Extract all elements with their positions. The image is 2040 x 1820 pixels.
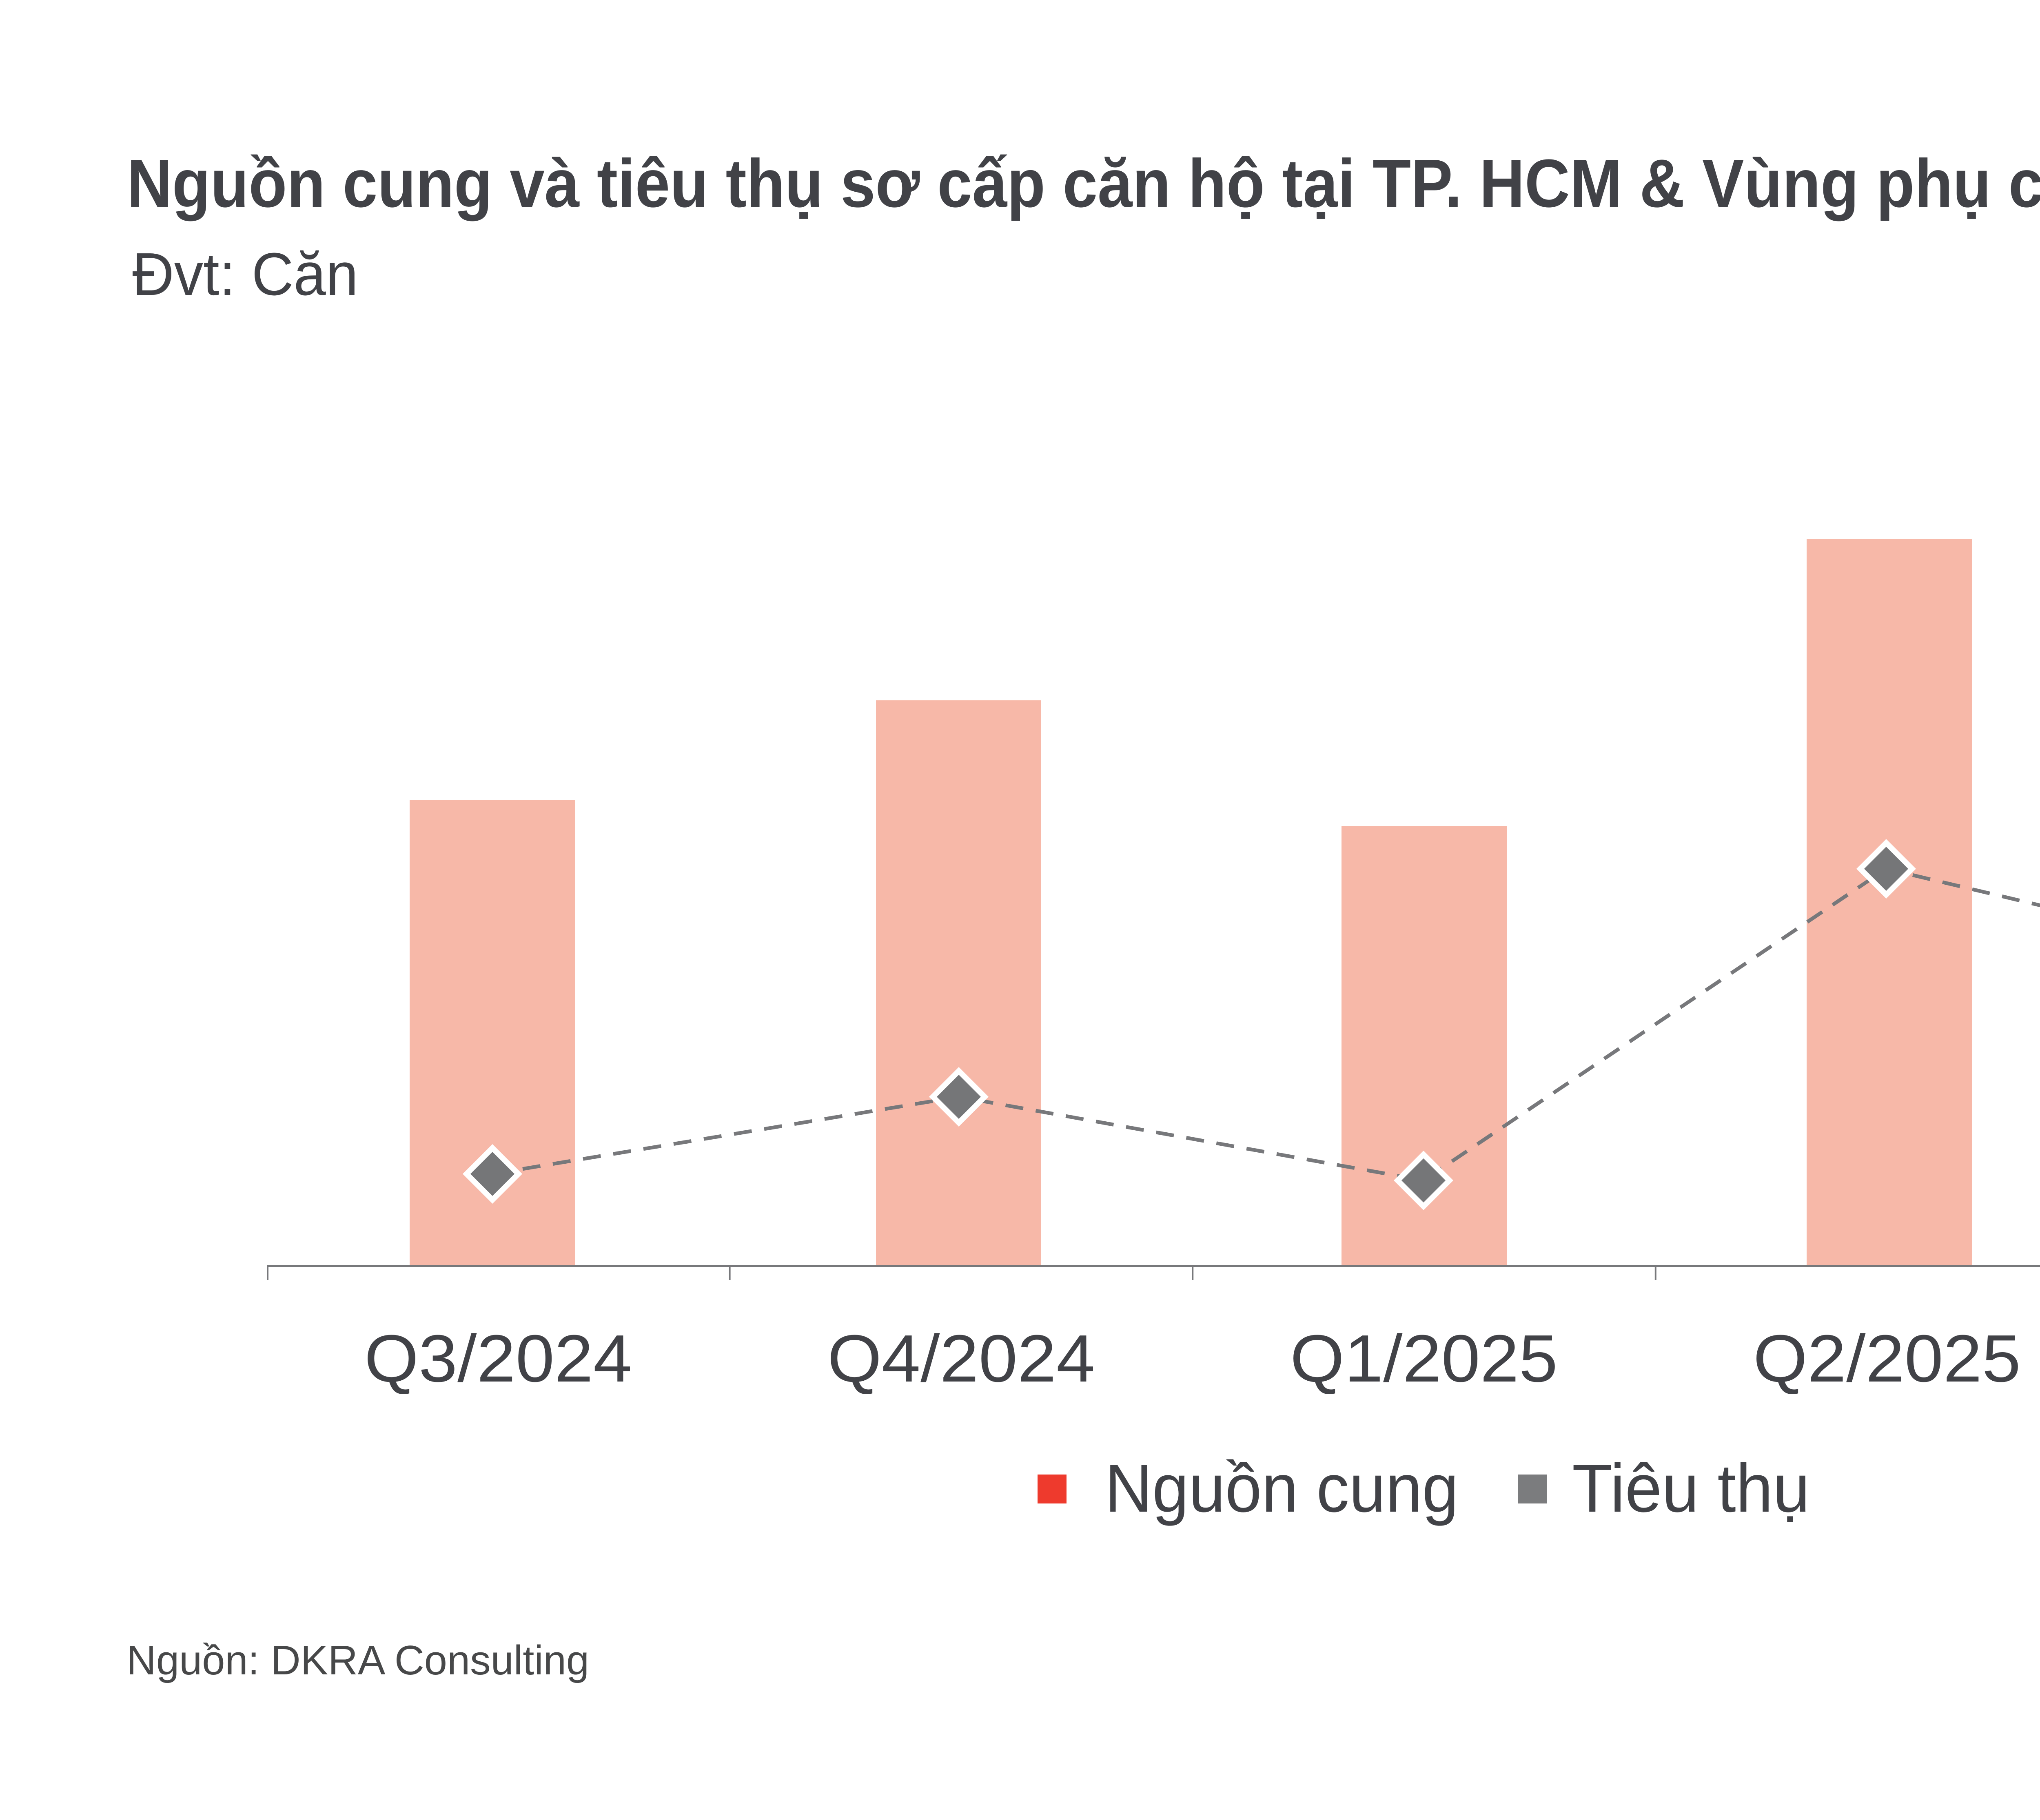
svg-text:Q2/2025: Q2/2025 xyxy=(1753,1321,2021,1396)
svg-text:Nguồn cung: Nguồn cung xyxy=(1105,1450,1459,1526)
svg-text:Nguồn cung và tiêu thụ sơ cấp: Nguồn cung và tiêu thụ sơ cấp căn hộ tại… xyxy=(127,146,2040,221)
svg-text:Q3/2024: Q3/2024 xyxy=(364,1321,632,1396)
svg-text:Tiêu thụ: Tiêu thụ xyxy=(1572,1450,1810,1526)
svg-text:Q1/2025: Q1/2025 xyxy=(1290,1321,1558,1396)
svg-text:Q4/2024: Q4/2024 xyxy=(827,1321,1095,1396)
svg-text:Nguồn: DKRA Consulting: Nguồn: DKRA Consulting xyxy=(126,1638,589,1683)
svg-text:Đvt: Căn: Đvt: Căn xyxy=(132,241,358,308)
